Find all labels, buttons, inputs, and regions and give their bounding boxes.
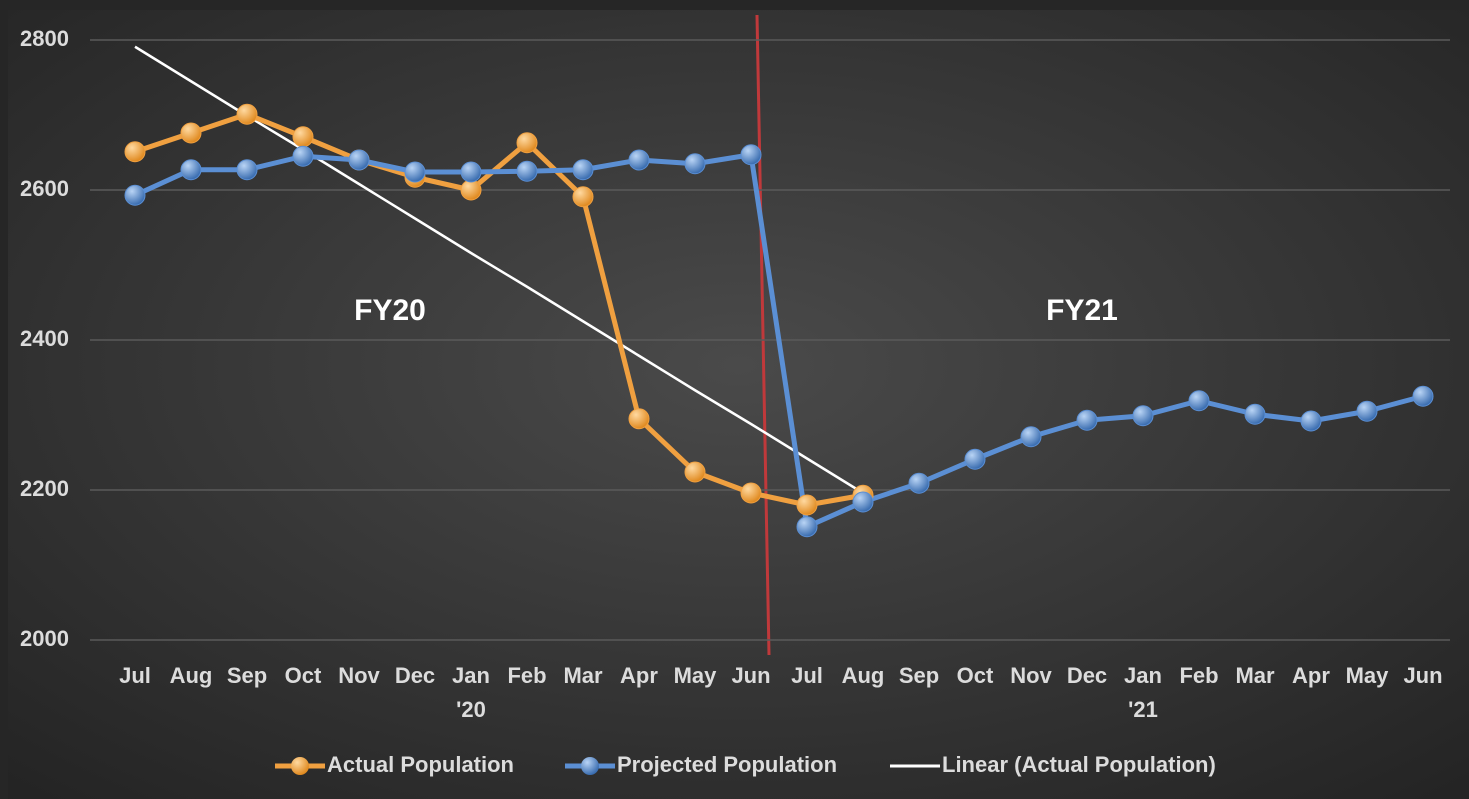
x-tick-label: Nov: [338, 663, 380, 688]
data-point: [180, 122, 202, 144]
data-point: [404, 161, 426, 183]
series-line: [134, 45, 864, 495]
data-point: [124, 184, 146, 206]
data-point: [572, 186, 594, 208]
data-point: [1076, 409, 1098, 431]
x-tick-label: Apr: [1292, 663, 1330, 688]
x-tick-label: Mar: [1235, 663, 1275, 688]
x-tick-label: Feb: [1179, 663, 1218, 688]
legend-label: Linear (Actual Population): [942, 752, 1216, 777]
data-point: [1132, 405, 1154, 427]
data-point: [796, 516, 818, 538]
x-tick-label: Feb: [507, 663, 546, 688]
data-point: [1356, 400, 1378, 422]
x-tick-label: Aug: [842, 663, 885, 688]
y-tick-label: 2600: [20, 176, 69, 201]
data-point: [852, 491, 874, 513]
x-tick-label: Apr: [620, 663, 658, 688]
data-point: [1412, 385, 1434, 407]
data-point: [1244, 403, 1266, 425]
x-tick-label: Dec: [395, 663, 435, 688]
data-point: [348, 149, 370, 171]
data-point: [1300, 410, 1322, 432]
x-tick-label: May: [674, 663, 718, 688]
x-tick-label: Mar: [563, 663, 603, 688]
data-point: [292, 126, 314, 148]
y-tick-label: 2200: [20, 476, 69, 501]
data-point: [236, 159, 258, 181]
y-tick-label: 2400: [20, 326, 69, 351]
legend-marker: [581, 757, 599, 775]
legend-label: Actual Population: [327, 752, 514, 777]
data-point: [1020, 426, 1042, 448]
x-tick-label: Jul: [119, 663, 151, 688]
data-point: [628, 149, 650, 171]
annotation: FY21: [1046, 294, 1118, 327]
data-point: [236, 103, 258, 125]
x-tick-sublabel: '21: [1128, 697, 1158, 722]
data-point: [740, 144, 762, 166]
x-tick-label: Jul: [791, 663, 823, 688]
annotation: FY20: [354, 294, 426, 327]
x-tick-label: Aug: [170, 663, 213, 688]
x-tick-label: Sep: [899, 663, 939, 688]
data-point: [628, 408, 650, 430]
x-tick-label: Dec: [1067, 663, 1107, 688]
x-tick-label: Jun: [1403, 663, 1442, 688]
x-tick-label: Jun: [731, 663, 770, 688]
x-tick-label: Jan: [1124, 663, 1162, 688]
plot-background: [8, 10, 1469, 799]
y-tick-label: 2000: [20, 626, 69, 651]
x-tick-sublabel: '20: [456, 697, 486, 722]
data-point: [908, 472, 930, 494]
data-point: [796, 494, 818, 516]
legend-label: Projected Population: [617, 752, 837, 777]
data-point: [684, 153, 706, 175]
data-point: [740, 482, 762, 504]
data-point: [460, 179, 482, 201]
data-point: [684, 461, 706, 483]
data-point: [460, 161, 482, 183]
data-point: [516, 160, 538, 182]
x-tick-label: Sep: [227, 663, 267, 688]
x-tick-label: Jan: [452, 663, 490, 688]
x-tick-label: Oct: [957, 663, 994, 688]
data-point: [964, 448, 986, 470]
legend-marker: [291, 757, 309, 775]
y-tick-label: 2800: [20, 26, 69, 51]
data-point: [572, 159, 594, 181]
data-point: [1188, 390, 1210, 412]
data-point: [292, 145, 314, 167]
fiscal-divider: [755, 14, 771, 656]
data-point: [516, 132, 538, 154]
data-point: [124, 141, 146, 163]
x-tick-label: Nov: [1010, 663, 1052, 688]
x-tick-label: May: [1346, 663, 1390, 688]
x-tick-label: Oct: [285, 663, 322, 688]
data-point: [180, 159, 202, 181]
